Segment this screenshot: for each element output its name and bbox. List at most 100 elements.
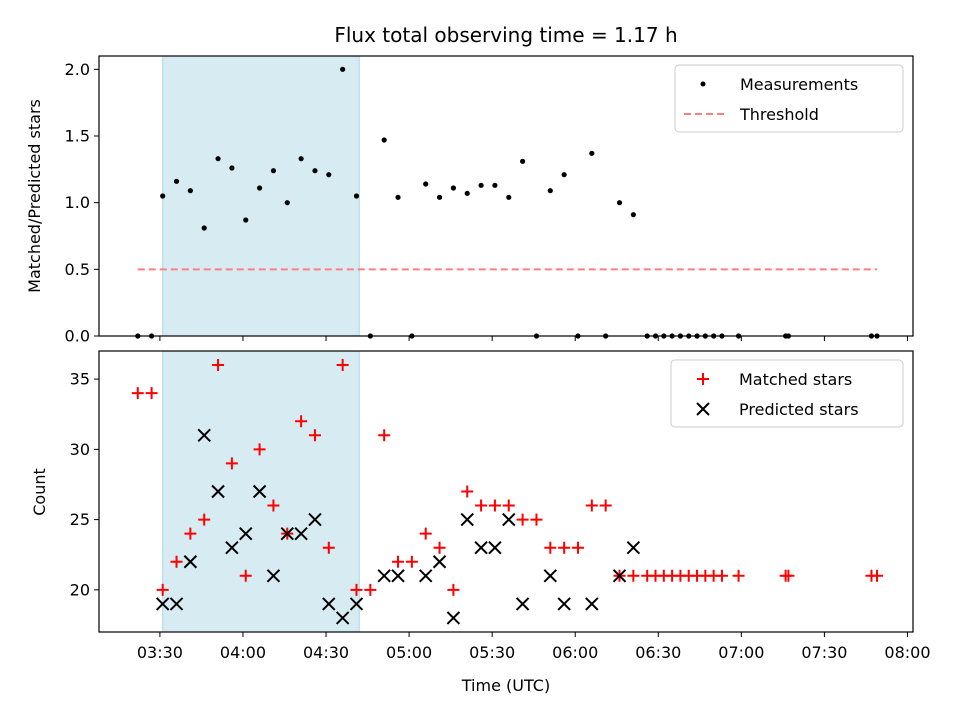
measurements-legend-marker [700, 81, 706, 87]
matched-star-point [392, 555, 405, 568]
measurements-legend-label: Measurements [740, 75, 858, 94]
predicted-star-point [626, 540, 641, 555]
x-tick-label: 07:30 [801, 643, 847, 662]
x-tick-label: 07:00 [718, 643, 764, 662]
matched-star-point [627, 569, 640, 582]
measurement-point [616, 200, 623, 206]
predicted-star-point [502, 512, 516, 527]
matched-star-point [544, 541, 557, 554]
threshold-legend-label: Threshold [739, 105, 819, 124]
measurement-point [187, 188, 193, 194]
matched-star-point [295, 415, 308, 428]
measurement-point [492, 182, 498, 188]
predicted-star-point [308, 512, 322, 527]
counts-legend: Matched stars Predicted stars [670, 359, 904, 428]
matched-star-point [156, 583, 169, 596]
matched-star-point [239, 569, 252, 582]
matched-star-point [516, 513, 529, 526]
measurement-point [464, 190, 470, 196]
measurement-point [381, 137, 387, 143]
matched-star-point [447, 583, 460, 596]
predicted-star-point [225, 540, 239, 555]
predicted-stars-legend-marker [696, 402, 710, 416]
x-tick-label: 05:00 [386, 643, 432, 662]
ratio-axes-frame [98, 55, 914, 337]
matched-star-point [225, 457, 238, 470]
ratio-y-axis-label: Matched/Predicted stars [25, 99, 44, 293]
measurement-point [589, 150, 595, 156]
predicted-star-point [155, 597, 170, 611]
matched-star-point [405, 555, 418, 568]
matched-star-point [131, 387, 144, 400]
predicted-star-point [418, 569, 433, 583]
observing-time-span [162, 55, 360, 337]
ratio-y-ticks: 0.0 0.5 1.0 1.5 2.0 [65, 60, 99, 346]
predicted-star-point [335, 611, 350, 625]
matched-star-point [732, 569, 745, 582]
x-tick-label: 06:00 [552, 643, 598, 662]
measurement-point [312, 168, 318, 174]
x-tick-label: 06:30 [635, 643, 681, 662]
x-tick-label: 04:00 [220, 643, 266, 662]
predicted-star-point [543, 569, 558, 583]
matched-star-point [322, 541, 335, 554]
y-tick-label: 35 [70, 370, 90, 389]
matched-star-point [475, 499, 488, 512]
matched-star-point [184, 527, 197, 540]
measurement-point [284, 200, 290, 206]
measurement-point [436, 194, 443, 200]
measurement-point [256, 185, 263, 191]
matched-star-point [267, 499, 280, 512]
predicted-star-point [211, 484, 225, 499]
matched-star-point [212, 359, 225, 372]
matched-star-point [170, 555, 183, 568]
counts-y-ticks: 20 25 30 35 [70, 370, 99, 599]
measurement-point [270, 168, 277, 174]
matched-star-point [461, 485, 474, 498]
measurement-point [340, 66, 346, 72]
predicted-star-point [322, 597, 336, 611]
y-tick-label: 0.0 [65, 327, 90, 346]
matched-star-point [530, 513, 543, 526]
matched-star-point [599, 499, 612, 512]
x-tick-label: 08:00 [884, 643, 930, 662]
y-tick-label: 20 [70, 580, 90, 599]
x-tick-label: 04:30 [303, 643, 349, 662]
matched-stars-legend-marker [697, 373, 709, 385]
measurement-point [478, 182, 484, 188]
counts-marks [131, 359, 884, 625]
y-tick-label: 30 [70, 440, 90, 459]
counts-y-axis-label: Count [30, 468, 49, 516]
predicted-star-point [294, 526, 308, 541]
measurement-point [506, 194, 512, 200]
counts-legend-box [670, 359, 904, 428]
y-tick-label: 25 [70, 510, 90, 529]
matched-star-point [782, 569, 795, 582]
measurement-point [201, 225, 207, 231]
measurement-point [630, 212, 636, 218]
predicted-star-point [474, 540, 488, 555]
predicted-star-point [460, 512, 474, 527]
measurement-point [561, 172, 567, 178]
measurement-point [160, 193, 166, 199]
predicted-star-point [239, 526, 253, 541]
predicted-star-point [557, 597, 571, 611]
matched-star-point [419, 527, 432, 540]
y-tick-label: 0.5 [65, 260, 90, 279]
predicted-star-point [612, 569, 627, 583]
predicted-star-point [349, 597, 364, 611]
matched-star-point [336, 359, 349, 372]
predicted-star-point [377, 569, 391, 583]
x-axis-label: Time (UTC) [461, 676, 550, 695]
matched-star-point [488, 499, 501, 512]
matched-star-point [253, 443, 266, 456]
matched-star-point [715, 569, 728, 582]
matched-star-point [378, 429, 391, 442]
ratio-x-ticks [159, 336, 908, 341]
observing-span-top [162, 55, 360, 337]
y-tick-label: 1.0 [65, 193, 90, 212]
matched-star-point [308, 429, 321, 442]
predicted-star-point [432, 555, 447, 569]
measurement-point [520, 158, 526, 164]
